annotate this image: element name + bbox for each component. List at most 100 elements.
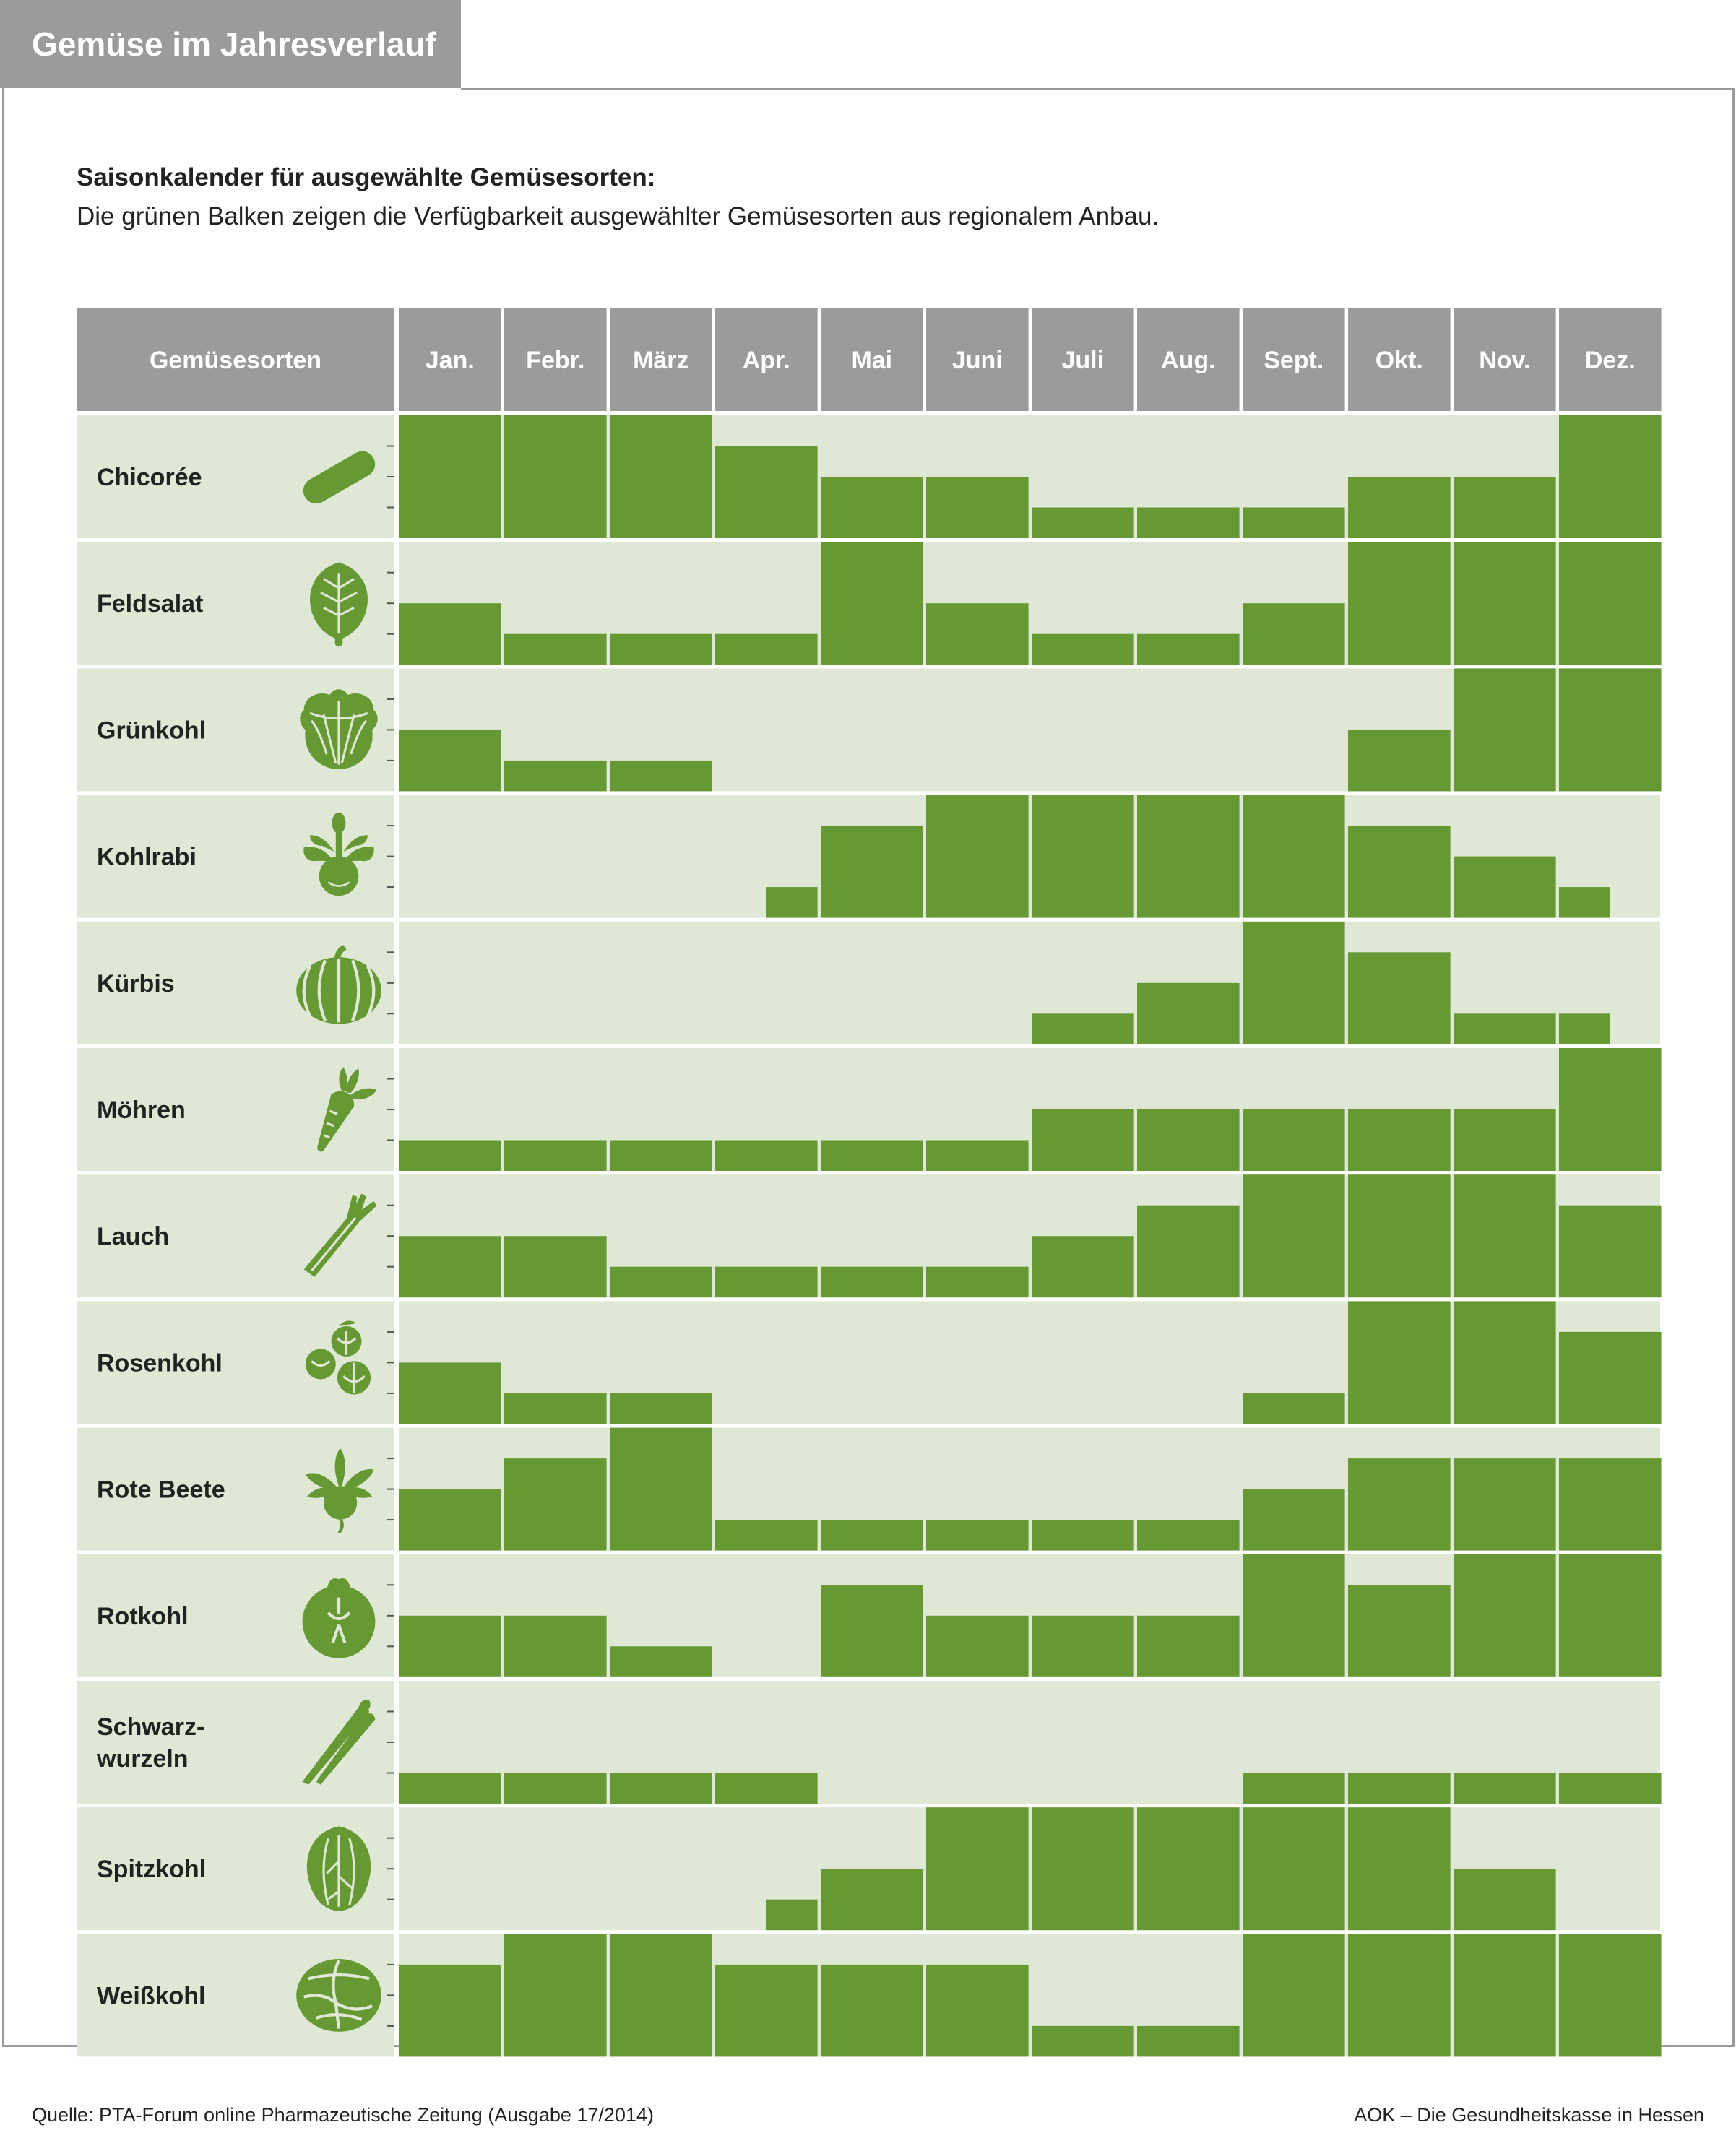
bar [1032,1807,1134,1931]
bar [1559,1458,1662,1551]
bar [1137,982,1240,1044]
vegetable-name-line: Lauch [97,1223,169,1250]
bar [1559,1048,1662,1171]
bar [1243,1934,1345,2057]
bar [821,542,923,665]
bar [504,1236,607,1298]
vegetable-name: Kohlrabi [97,844,197,871]
bar [1348,1301,1451,1424]
bar [399,1615,501,1677]
bar [504,760,607,792]
vegetable-name: Rote Beete [97,1476,225,1504]
bar [1243,507,1345,538]
bar [1032,795,1134,918]
bar [926,1615,1029,1677]
vegetable-name-line: Feldsalat [97,590,203,618]
bar [1454,1109,1556,1171]
month-label: Nov. [1479,347,1530,374]
bar [926,1520,1029,1551]
bar [504,1934,607,2057]
bar [1454,1773,1556,1804]
bar [1559,668,1662,792]
bar [399,1773,501,1804]
bar [1348,542,1451,665]
vegetable-name: Lauch [97,1223,169,1250]
bar [1137,1807,1240,1931]
vegetable-name: Weißkohl [97,1982,206,2009]
month-label: Juli [1062,347,1105,374]
bar [821,1869,923,1931]
bar [1137,1615,1240,1677]
bar [610,1934,712,2057]
bar [610,633,712,665]
bar [1348,1773,1451,1804]
bar [1137,507,1240,538]
bar [1137,795,1240,918]
bar [926,1964,1029,2057]
bar [1348,1458,1451,1551]
bar [1243,1554,1345,1677]
header-cell-month [1348,308,1451,411]
bar [399,415,501,538]
bar [1137,1205,1240,1298]
month-label: Jan. [426,347,475,374]
bar [1032,1615,1134,1677]
bar [1559,1773,1662,1804]
bar [715,1773,818,1804]
bar [1348,730,1451,792]
bar [1348,1585,1451,1677]
header-cell-month [1559,308,1662,411]
vegetable-name-line: Rotkohl [97,1603,189,1630]
bar [1243,1773,1345,1804]
bar [821,1964,923,2057]
bar [1348,1109,1451,1171]
white-cabbage-icon [296,1959,381,2032]
bar [504,415,607,538]
month-label: Apr. [743,347,790,374]
bar [1137,633,1240,665]
bar [1243,1489,1345,1551]
bar [504,633,607,665]
bar [926,477,1029,538]
vegetable-name-line: wurzeln [96,1745,189,1773]
bar [1137,1109,1240,1171]
bar [715,1964,818,2057]
vegetable-name: Kürbis [97,970,175,998]
vegetable-name-line: Chicorée [97,464,202,491]
month-label: Okt. [1376,347,1423,374]
bar [399,603,501,665]
chart-description: Die grünen Balken zeigen die Verfügbarke… [77,202,1160,230]
header-cell-month [821,308,923,411]
bar [1559,1013,1610,1044]
bar [926,795,1029,918]
vegetable-name-line: Kürbis [97,970,175,998]
bar [1454,668,1556,792]
vegetable-name: Schwarz-wurzeln [96,1713,204,1773]
bar [399,1489,501,1551]
frame-top-border [461,88,1735,90]
vegetable-name-line: Weißkohl [97,1982,206,2009]
bar [1032,1109,1134,1171]
month-label: Febr. [526,347,584,374]
bar [1454,1554,1556,1677]
bar [1348,826,1451,918]
bar [1559,1554,1662,1677]
vegetable-name: Möhren [97,1096,186,1124]
bar [1243,603,1345,665]
bar [610,415,712,538]
bar [1454,1174,1556,1298]
publisher-note: AOK – Die Gesundheitskasse in Hessen [1354,2104,1704,2126]
vegetable-name-line: Schwarz- [97,1713,204,1741]
bar [1454,1301,1556,1424]
bar [610,1773,712,1804]
bar [504,1140,607,1171]
bar [715,1266,818,1298]
bar [821,1266,923,1298]
bar [1454,477,1556,538]
bar [1032,1520,1134,1551]
bar [1032,507,1134,538]
bar [1243,1393,1345,1424]
vegetable-name: Grünkohl [97,717,206,744]
row-name-cell [77,1301,394,1424]
